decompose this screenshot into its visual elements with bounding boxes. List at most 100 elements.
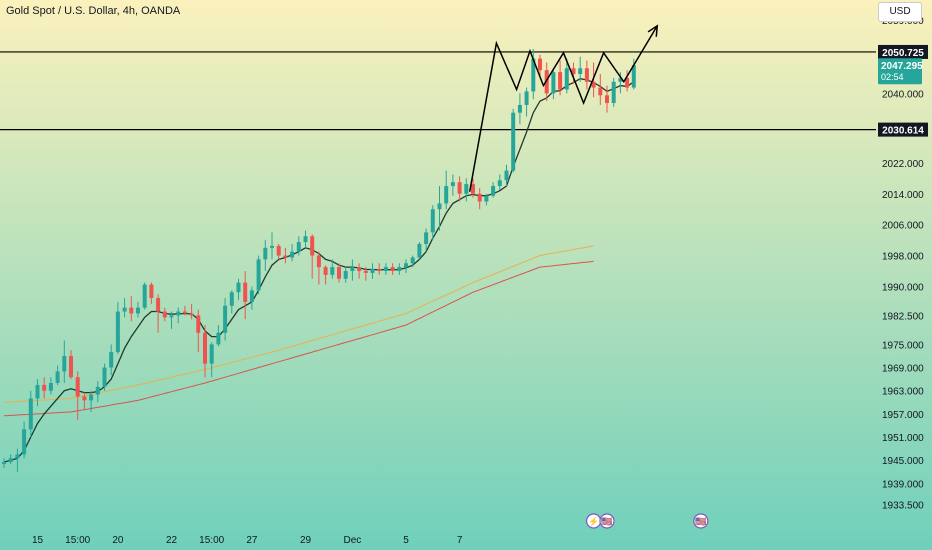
x-tick-label: 7 [457,535,463,546]
candle-body [270,245,274,248]
candle [115,301,120,355]
y-tick-label: 1990.000 [882,282,924,293]
candle [471,178,475,198]
y-tick-label: 1998.000 [882,252,924,263]
candles [2,48,636,472]
candle [296,236,301,256]
candle-body [203,332,207,364]
candle-body [625,77,630,88]
candle-body [437,203,442,210]
candle [42,377,47,399]
candle [216,325,221,347]
candle-body [444,186,449,204]
candle [323,265,328,285]
candle [256,255,261,295]
x-axis: 15 15:00 20 22 15:00 27 29 Dec 5 7 [32,535,463,546]
candle [283,247,288,264]
candle-body [383,267,388,271]
event-icon[interactable]: ⚡ [585,513,602,529]
candle-body [15,454,20,459]
candle-body [35,384,40,399]
candle [22,421,27,459]
candle [236,278,241,300]
candle-body [404,263,408,268]
candle [95,381,100,403]
candle [578,56,583,82]
candle-body [605,95,609,104]
candle-body [363,271,368,273]
candle-body [390,267,395,271]
candle [189,303,194,320]
candle [209,342,214,378]
candle [196,309,201,353]
candle-body [457,182,462,194]
candle [504,164,509,187]
candle [310,234,315,279]
candle-body [571,68,576,75]
event-icons[interactable]: ⚡ 🇺🇸 🇺🇸 [585,513,709,529]
candle-body [551,72,556,94]
candle-body [109,352,114,368]
event-icon[interactable]: 🇺🇸 [693,513,709,529]
y-tick-label: 1951.000 [882,433,924,444]
candle [82,392,87,411]
x-tick-label: 29 [300,535,312,546]
y-tick-label: 1957.000 [882,410,924,421]
candle-body [196,315,201,333]
candle [142,282,147,310]
candle-body [115,311,120,353]
candle-body [55,371,60,383]
candle-body [430,209,435,233]
candle [69,350,73,380]
y-tick-label: 1933.500 [882,501,924,512]
candle-body [276,245,281,256]
candle-body [611,81,616,104]
candle [517,93,522,125]
candle-body [149,284,154,299]
candle [357,263,362,279]
y-tick-label: 1945.000 [882,456,924,467]
event-icon-glyph: 🇺🇸 [601,517,612,527]
pattern-arrowhead [647,24,659,37]
candle [243,271,248,320]
currency-button[interactable]: USD [878,2,922,22]
candle [605,85,609,113]
ma-slow-line [3,260,594,417]
candle-body [511,112,516,171]
candle-body [538,58,542,71]
candle-body [48,382,53,391]
candle [625,70,630,92]
y-tick-label: 1963.000 [882,387,924,398]
candle [484,193,489,206]
y-tick-label: 2006.000 [882,221,924,232]
candle [363,267,368,281]
candle-body [484,195,489,202]
y-tick-label: 2014.000 [882,190,924,201]
x-tick-label: 15:00 [65,535,90,546]
candle [156,294,161,333]
candle-body [370,269,375,273]
candle-body [263,247,268,260]
countdown-label: 02:54 [881,72,904,82]
candle-body [75,377,80,397]
current-price-tag [878,58,922,85]
candle-body [290,251,295,258]
candle [390,263,395,275]
x-tick-label: 5 [403,535,409,546]
candle-body [578,68,583,75]
event-icon[interactable]: 🇺🇸 [599,513,615,529]
candle-body [316,255,321,268]
candle [611,77,616,107]
candle-body [531,58,536,92]
candle [497,174,502,190]
candle [303,230,308,248]
y-tick-label: 1975.000 [882,340,924,351]
candle-body [229,292,234,306]
candle-body [2,462,6,465]
candle [584,60,589,90]
candle [169,311,174,329]
y-tick-label: 1982.500 [882,311,924,322]
x-tick-label: Dec [344,535,362,546]
candle-body [169,315,174,318]
